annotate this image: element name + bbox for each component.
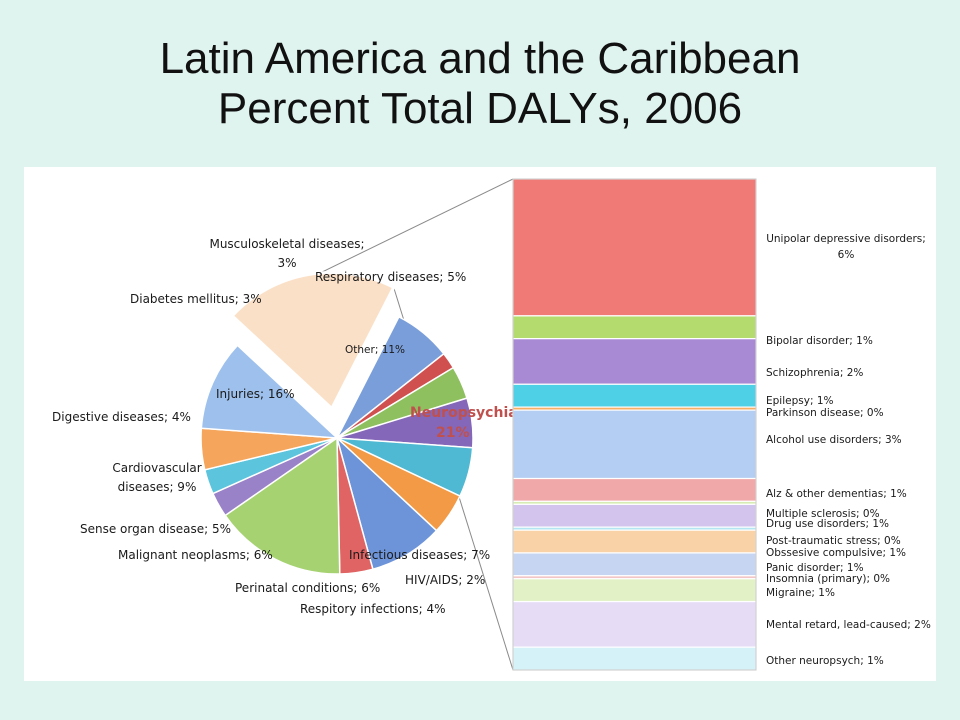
bar-segment-panic-disorder [512,552,757,577]
bar-segment-drug-use-disorders [512,503,757,528]
bar-label-mental-retard-lead-caused: Mental retard, lead-caused; 2% [766,619,931,631]
title-line-1: Latin America and the Caribbean [159,34,801,83]
bar-label-multiple-sclerosis: Multiple sclerosis; 0% [766,508,880,520]
bar-label-alz-other-dementias: Alz & other dementias; 1% [766,488,907,500]
bar-label-epilepsy: Epilepsy; 1% [766,395,833,407]
bar-label-migraine: Migraine; 1% [766,587,835,599]
bar-segment-epilepsy [512,383,757,408]
bar-segment-alcohol-use-disorders [512,409,757,480]
pie-label-infectious-diseases: Infectious diseases; 7% [349,548,490,562]
bar-label-other-neuropsych: Other neuropsych; 1% [766,655,884,667]
bar-label-bipolar-disorder: Bipolar disorder; 1% [766,335,873,347]
title-line-2: Percent Total DALYs, 2006 [217,84,743,133]
bar-label-post-traumatic-stress: Post-traumatic stress; 0% [766,535,901,547]
bar-label-drug-use-disorders: Drug use disorders; 1% [766,518,889,530]
chart-svg: Neuropsychiatric; 21%Infectious diseases;… [52,178,931,671]
pie-label-injuries: Injuries; 16% [216,387,295,401]
bar-outline [512,178,757,671]
slide-title: Latin America and the Caribbean Percent … [0,34,960,134]
bar-segment-mental-retard-lead-caused [512,600,757,648]
breakdown-labels: Unipolar depressive disorders; 6% Bipolar … [766,233,931,667]
pie-label-diabetes-mellitus: Diabetes mellitus; 3% [130,292,262,306]
pie-label-cardiovascular-diseases: Cardiovascular diseases; 9% [112,461,201,494]
pie-chart [200,270,474,575]
bar-segment-obssesive-compulsive [512,529,757,554]
bar-segment-other-neuropsych [512,646,757,671]
pie-slice-injuries [224,436,341,575]
bar-label-panic-disorder: Panic disorder; 1% [766,562,864,574]
pie-label-sense-organ-disease: Sense organ disease; 5% [80,522,231,536]
chart-panel: Neuropsychiatric; 21% Infectious diseases;… [24,167,936,681]
bar-label-parkinson-disease: Parkinson disease; 0% [766,407,884,419]
bar-label-insomnia-primary: Insomnia (primary); 0% [766,573,890,585]
bar-label-schizophrenia: Schizophrenia; 2% [766,367,863,379]
breakdown-bar [512,178,757,671]
pie-slice-neuropsychiatric [230,270,396,411]
bar-label-alcohol-use-disorders: Alcohol use disorders; 3% [766,434,902,446]
pie-label-malignant-neoplasms: Malignant neoplasms; 6% [118,548,273,562]
bar-segment-unipolar-depressive-disorders [512,178,757,317]
bar-label-unipolar-depressive-disorders: Unipolar depressive disorders; 6% [766,233,926,261]
pie-label-musculoskeletal-diseases: Musculoskeletal diseases; 3% [209,237,364,270]
pie-label-digestive-diseases: Digestive diseases; 4% [52,410,191,424]
pie-slice-other [200,344,340,439]
bar-segment-migraine [512,578,757,603]
bar-label-obssesive-compulsive: Obssesive compulsive; 1% [766,547,906,559]
bar-segment-bipolar-disorder [512,315,757,340]
bar-segment-schizophrenia [512,338,757,385]
bar-segment-alz-other-dementias [512,477,757,502]
pie-label-other: Other; 11% [345,344,405,356]
pie-label-perinatal-conditions: Perinatal conditions; 6% [235,581,380,595]
pie-label-respiratory-diseases: Respiratory diseases; 5% [315,270,466,284]
pie-label-hiv-aids: HIV/AIDS; 2% [405,573,485,587]
pie-label-respitory-infections: Respitory infections; 4% [300,602,446,616]
